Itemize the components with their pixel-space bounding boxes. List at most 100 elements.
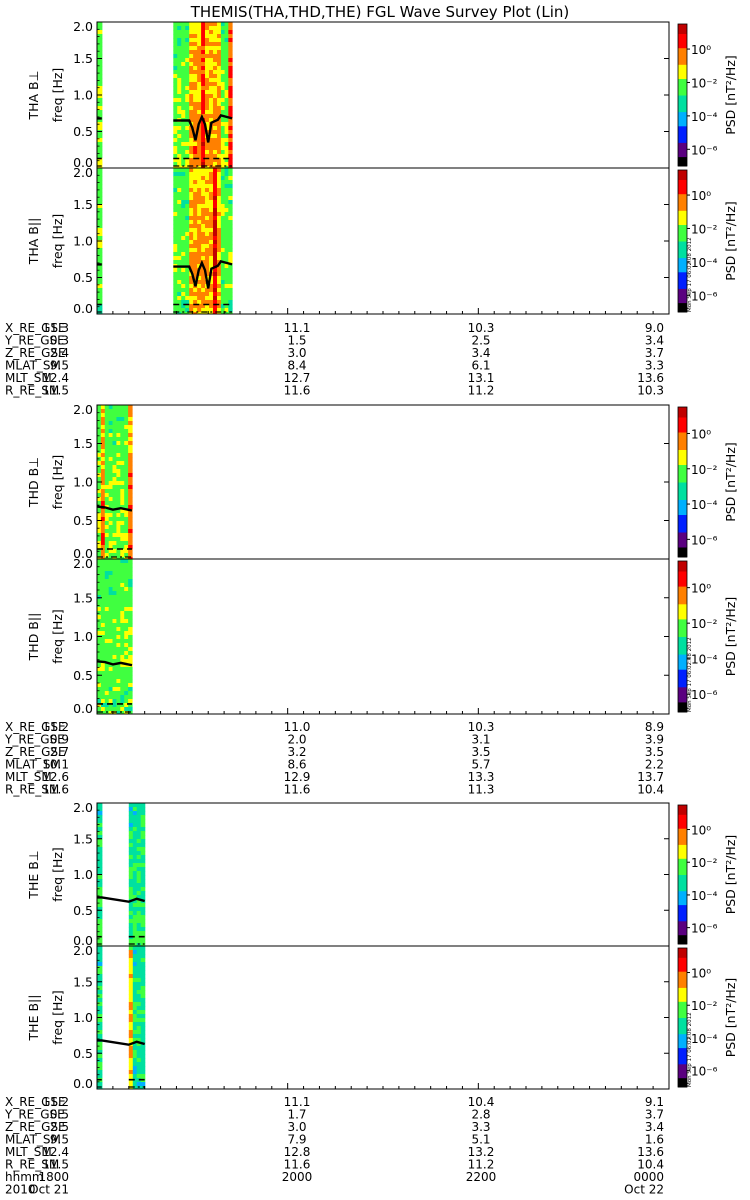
colorbar-tick-label: 10⁻² [691,617,718,631]
ephemeris-label: 2010 [5,1183,36,1197]
ephemeris-value: 0.3 [50,334,69,348]
ephemeris-value: 5.1 [471,1133,490,1147]
y-axis-title: freq [Hz] [50,214,65,269]
ephemeris-value: 3.1 [471,733,490,747]
ephemeris-value: Oct 21 [29,1183,69,1197]
probe-group-the: 2.0 1.5 1.0 0.5 0.0 THE B⊥ freq [Hz] 10⁰ 10⁻² 10⁻… [4,800,738,1197]
ephemeris-value: 3.7 [645,1108,664,1122]
colorbar-tick-label: 10⁻⁶ [691,1065,718,1079]
colorbar-tick-label: 10⁻⁴ [691,653,718,667]
ephemeris-value: 10.3 [468,321,495,335]
spectrogram-cells [97,405,133,559]
spectrogram-panel-the-perp: 2.0 1.5 1.0 0.5 0.0 THE B⊥ freq [Hz] 10⁰ 10⁻² 10⁻… [26,800,738,948]
ephemeris-value: 0.5 [50,1108,69,1122]
panel-label: THD B⊥ [26,457,41,508]
colorbar-label: PSD [nT²/Hz] [723,201,738,281]
ephemeris-label: Z_RE_GSE [5,745,66,759]
ephemeris-value: 3.4 [645,334,664,348]
ephemeris-label: X_RE_GSE [5,321,66,335]
ephemeris-value: 3.0 [287,1120,306,1134]
y-tick-label: 1.0 [73,88,93,103]
ephemeris-value: 2000 [282,1170,313,1184]
ephemeris-value: 3.2 [287,745,306,759]
fce-line [97,113,233,143]
colorbar: 10⁰ 10⁻² 10⁻⁴ 10⁻⁶ PSD [nT²/Hz] [677,23,738,167]
y-tick-label: 2.0 [73,19,93,34]
ephemeris-label: Y_RE_GSE [4,334,65,348]
y-tick-label: 0.0 [73,301,93,316]
y-tick-label: 2.0 [73,556,93,571]
ephemeris-value: 6.1 [471,359,490,373]
y-tick-label: 0.5 [73,903,93,918]
ephemeris-value: 12.6 [42,770,69,784]
y-tick-label: 0.0 [73,933,93,948]
ephemeris-value: 10.1 [42,758,69,772]
panel-label: THD B|| [26,613,41,662]
y-tick-label: 0.0 [73,701,93,716]
ephemeris-label: hhmm [5,1170,44,1184]
y-axis-title: freq [Hz] [50,68,65,123]
colorbar-tick-label: 10⁻⁶ [691,688,718,702]
colorbar-tick-label: 10⁰ [691,189,711,203]
y-axis-title: freq [Hz] [50,847,65,902]
y-tick-label: 0.0 [73,546,93,561]
ephemeris-value: 12.4 [42,1145,69,1159]
ephemeris-value: 10.4 [637,783,664,797]
y-tick-label: 1.5 [73,197,93,212]
y-axis-title: freq [Hz] [50,455,65,510]
ephemeris-value: 10.3 [468,720,495,734]
colorbar-tick-label: 10⁰ [691,824,711,838]
ephemeris-value: 11.2 [468,1158,495,1172]
colorbar-tick-label: 10⁻⁴ [691,498,718,512]
colorbar-tick-label: 10⁰ [691,967,711,981]
ephemeris-label: Z_RE_GSE [5,346,66,360]
panel-frame [96,802,670,947]
y-tick-label: 1.0 [73,475,93,490]
ephemeris-value: 1800 [38,1170,69,1184]
colorbar: 10⁰ 10⁻² 10⁻⁴ 10⁻⁶ PSD [nT²/Hz] [677,947,738,1088]
ephemeris-value: 3.4 [645,1120,664,1134]
ephemeris-label: Y_RE_GSE [4,1108,65,1122]
ephemeris-value: 11.2 [42,1095,69,1109]
fce-line [96,660,133,667]
ephemeris-label: Z_RE_GSE [5,1120,66,1134]
ephemeris-value: Oct 22 [624,1183,664,1197]
ephemeris-value: 11.3 [468,783,495,797]
ephemeris-value: 2.5 [50,1120,69,1134]
ephemeris-value: 3.4 [471,346,490,360]
y-tick-label: 0.5 [73,270,93,285]
y-axis-title: freq [Hz] [50,990,65,1045]
ephemeris-value: 9.5 [50,1133,69,1147]
ephemeris-value: 3.9 [645,733,664,747]
ephemeris-value: 10.3 [637,384,664,398]
spectrogram-cells [97,559,133,714]
ephemeris-value: 11.6 [284,783,311,797]
panel-frame [96,945,670,1090]
ephemeris-value: 3.5 [645,745,664,759]
ephemeris-value: 11.2 [42,720,69,734]
ephemeris-value: 9.0 [645,321,664,335]
ephemeris-value: 3.5 [471,745,490,759]
ephemeris-value: 3.7 [645,346,664,360]
colorbar-tick-label: 10⁻⁴ [691,256,718,270]
ephemeris-value: 11.6 [284,1158,311,1172]
colorbar-tick-label: 10⁻⁴ [691,110,718,124]
colorbar-tick-label: 10⁻² [691,856,718,870]
ephemeris-value: 11.5 [42,384,69,398]
y-tick-label: 1.5 [73,974,93,989]
colorbar-label: PSD [nT²/Hz] [723,442,738,522]
spectrogram-panel-tha-perp: 2.0 1.5 1.0 0.5 0.0 THA B⊥ freq [Hz] 10⁰ 10⁻² 10⁻… [26,19,738,170]
colorbar: 10⁰ 10⁻² 10⁻⁴ 10⁻⁶ PSD [nT²/Hz] [677,406,738,558]
creation-stamp: Mon Sep 17 06:02:08 2012 [687,1012,693,1087]
colorbar-label: PSD [nT²/Hz] [723,835,738,915]
ephemeris-row: MLAT_SM9.5 8.4 6.1 3.3 [5,359,664,373]
